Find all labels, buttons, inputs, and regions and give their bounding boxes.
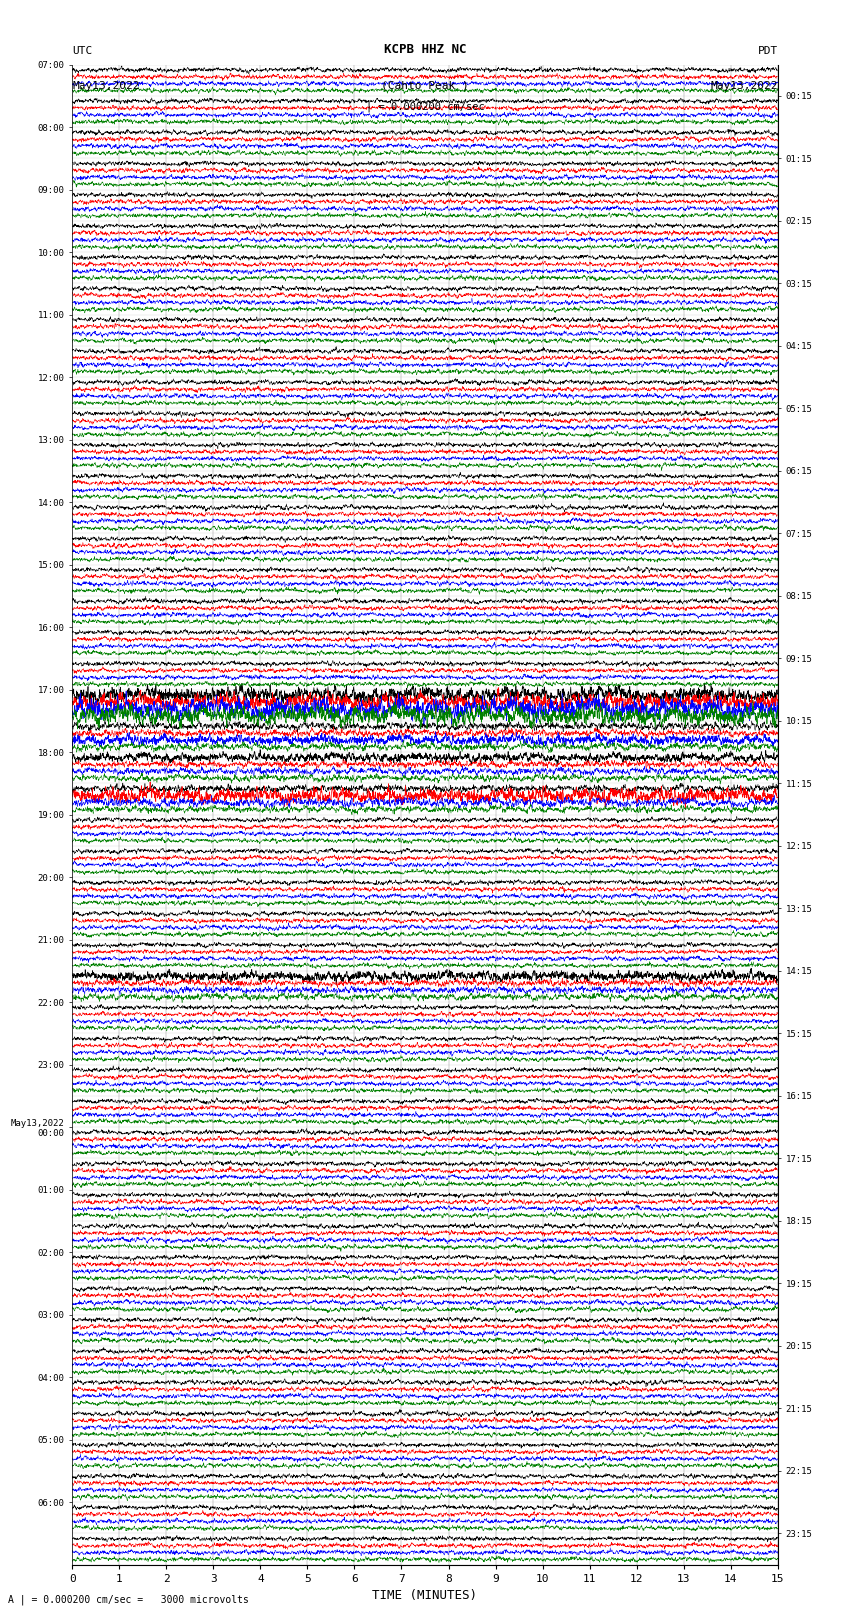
Text: KCPB HHZ NC: KCPB HHZ NC bbox=[383, 44, 467, 56]
X-axis label: TIME (MINUTES): TIME (MINUTES) bbox=[372, 1589, 478, 1602]
Text: May13,2022: May13,2022 bbox=[711, 81, 778, 90]
Text: May13,2022: May13,2022 bbox=[72, 81, 139, 90]
Text: PDT: PDT bbox=[757, 47, 778, 56]
Text: (Cahto Peak ): (Cahto Peak ) bbox=[381, 81, 469, 90]
Text: UTC: UTC bbox=[72, 47, 93, 56]
Text: | = 0.000200 cm/sec: | = 0.000200 cm/sec bbox=[366, 102, 484, 113]
Text: A | = 0.000200 cm/sec =   3000 microvolts: A | = 0.000200 cm/sec = 3000 microvolts bbox=[8, 1594, 249, 1605]
